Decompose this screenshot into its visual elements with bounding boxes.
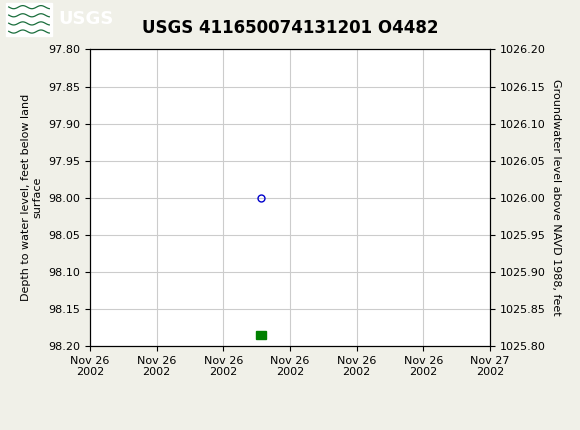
Y-axis label: Groundwater level above NAVD 1988, feet: Groundwater level above NAVD 1988, feet bbox=[551, 80, 561, 316]
Text: USGS 411650074131201 O4482: USGS 411650074131201 O4482 bbox=[142, 19, 438, 37]
Text: USGS: USGS bbox=[58, 10, 113, 28]
Y-axis label: Depth to water level, feet below land
surface: Depth to water level, feet below land su… bbox=[21, 94, 42, 301]
Bar bbox=[256, 331, 266, 339]
Bar bbox=[6, 3, 52, 36]
